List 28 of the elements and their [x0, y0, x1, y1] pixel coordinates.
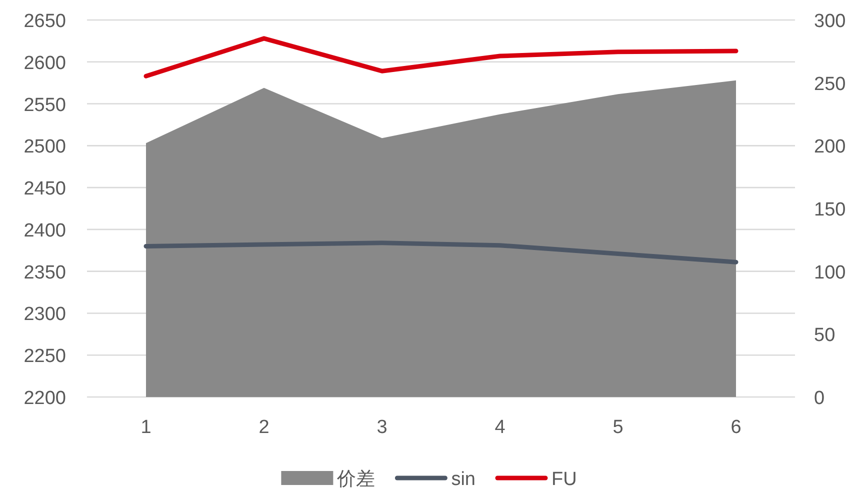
y-tick-label: 2500: [24, 136, 66, 158]
y2-tick-label: 200: [814, 136, 846, 158]
y-tick-label: 2350: [24, 262, 66, 284]
x-tick-label: 5: [612, 417, 624, 438]
y-tick-label: 2600: [24, 52, 66, 74]
y2-tick-label: 300: [814, 11, 846, 32]
line-series: [144, 36, 738, 78]
x-tick-label: 4: [494, 417, 506, 438]
legend-label: sin: [451, 469, 476, 489]
legend-label: FU: [551, 469, 577, 489]
y-tick-label: 2400: [24, 220, 66, 242]
y-tick-label: 2450: [24, 178, 66, 200]
x-tick-label: 3: [376, 417, 388, 438]
x-tick-label: 6: [730, 417, 742, 438]
y2-tick-label: 150: [814, 200, 846, 220]
legend-label: 价差: [336, 469, 376, 489]
x-tick-label: 2: [258, 417, 270, 438]
x-tick-label: 1: [140, 417, 152, 438]
line-series: [144, 240, 738, 264]
y2-tick-label: 250: [814, 74, 846, 95]
y2-tick-label: 100: [814, 262, 846, 284]
y-tick-label: 2200: [24, 388, 66, 409]
y-tick-label: 2300: [24, 304, 66, 326]
y2-tick-label: 50: [814, 325, 836, 346]
y-tick-label: 2550: [24, 94, 66, 116]
y-tick-label: 2650: [24, 11, 66, 32]
y2-tick-label: 0: [814, 388, 825, 409]
y-tick-label: 2250: [24, 346, 66, 368]
